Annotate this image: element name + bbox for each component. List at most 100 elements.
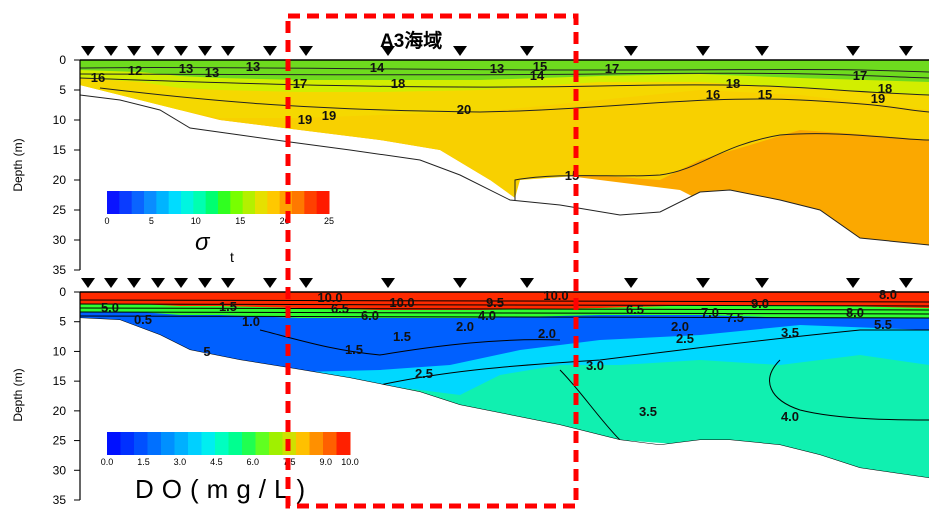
do-colorbar-swatch [309,432,324,455]
sigma-t-contour-label: 16 [706,87,720,102]
sigma-t-y-tick-label: 15 [53,143,67,157]
sigma-t-colorbar-swatch [144,191,157,214]
sigma-t-station-marker [755,46,769,56]
do-station-marker [151,278,165,288]
do-contour-label: 9.5 [486,295,504,310]
sigma-t-contour-label: 19 [322,108,336,123]
do-y-tick-label: 15 [53,374,67,388]
do-contour-label: 3.5 [781,325,799,340]
sigma-t-station-marker [624,46,638,56]
sigma-t-contour-label: 15 [758,87,772,102]
do-colorbar-swatch [174,432,189,455]
do-y-tick-label: 30 [53,463,67,477]
do-station-marker [453,278,467,288]
sigma-t-colorbar-tick-label: 10 [191,216,201,226]
sigma-t-contour-label: 19 [871,91,885,106]
do-colorbar-swatch [147,432,162,455]
do-panel: 0 5 10 15 20 25 30 35 Depth (m) 5.0 0.5 1.5 1.0 5 10… [11,278,929,509]
sigma-t-station-marker [221,46,235,56]
sigma-t-station-marker [520,46,534,56]
sigma-t-colorbar-tick-label: 20 [280,216,290,226]
sigma-t-y-axis-label: Depth (m) [11,138,25,191]
sigma-t-station-marker [104,46,118,56]
sigma-t-colorbar-tick-label: 15 [235,216,245,226]
sigma-t-colorbar-swatch [107,191,120,214]
sigma-t-colorbar-swatch [218,191,231,214]
sigma-t-contour-line [79,77,929,96]
do-contour-label: 2.5 [415,366,433,381]
do-contour-label: 0.5 [134,312,152,327]
sigma-t-contour-label: 18 [391,76,405,91]
sigma-t-y-tick-label: 35 [53,263,67,277]
do-y-tick-label: 25 [53,434,67,448]
do-contour-label: 8.0 [879,287,897,302]
sigma-t-colorbar-tick-label: 25 [324,216,334,226]
sigma-t-colorbar-swatch [304,191,318,214]
do-contour-label: 3.0 [586,358,604,373]
do-contour-label: 2.5 [676,331,694,346]
do-colorbar-tick-label: 6.0 [247,457,260,467]
do-contour-label: 6.5 [331,301,349,316]
do-colorbar-swatch [161,432,175,455]
do-y-tick-label: 0 [59,285,66,299]
sigma-t-contour-label: 19 [298,112,312,127]
do-colorbar-swatch [336,432,351,455]
do-colorbar-tick-label: 0.0 [101,457,114,467]
do-colorbar-tick-label: 1.5 [137,457,150,467]
do-contour-label: 9.0 [751,296,769,311]
do-colorbar-swatch [228,432,243,455]
do-contour-label: 7.0 [701,305,719,320]
sigma-t-colorbar-swatch [316,191,330,214]
sigma-t-colorbar-swatch [292,191,305,214]
sigma-t-colorbar-swatch [131,191,145,214]
do-colorbar-swatch [215,432,229,455]
do-station-marker [127,278,141,288]
do-colorbar-swatch [269,432,283,455]
do-colorbar-swatch [134,432,148,455]
do-contour-line [559,359,929,441]
sigma-t-colorbar-title: σ [195,229,211,256]
do-station-marker [755,278,769,288]
sigma-t-contour-label: 18 [726,76,740,91]
do-colorbar-swatch [107,432,121,455]
sigma-t-station-marker [81,46,95,56]
do-contour-label: 7.5 [726,310,744,325]
sigma-t-contour-label: 20 [457,102,471,117]
do-contour-label: 8.0 [846,305,864,320]
sigma-t-contour-label: 17 [853,68,867,83]
sigma-t-y-tick-label: 25 [53,203,67,217]
do-station-marker [198,278,212,288]
do-colorbar: 0.0 1.5 3.0 4.5 6.0 7.5 9.0 10.0 [101,432,359,467]
sigma-t-colorbar-swatch [255,191,268,214]
do-contour-label: 5.5 [874,317,892,332]
do-contour-label: 6.5 [626,302,644,317]
sigma-t-contour-line [79,94,929,246]
sigma-t-colorbar-swatch [205,191,219,214]
do-contour-label: 5 [203,344,210,359]
do-colorbar-tick-label: 10.0 [341,457,359,467]
sigma-t-station-marker [696,46,710,56]
do-station-marker [520,278,534,288]
sigma-t-colorbar-tick-label: 0 [104,216,109,226]
do-y-tick-label: 20 [53,404,67,418]
sigma-t-colorbar-swatch [242,191,256,214]
do-station-marker [381,278,395,288]
do-station-marker [174,278,188,288]
sigma-t-station-marker [263,46,277,56]
do-colorbar-swatch [188,432,202,455]
do-station-marker [221,278,235,288]
do-station-marker [899,278,913,288]
sigma-t-colorbar-swatch [193,191,207,214]
do-colorbar-tick-label: 3.0 [174,457,187,467]
sigma-t-contour-label: 14 [530,68,545,83]
sigma-t-colorbar-swatch [267,191,281,214]
do-y-tick-label: 35 [53,493,67,507]
sigma-t-colorbar-swatch [119,191,133,214]
sigma-t-station-marker [151,46,165,56]
do-contour-line [259,329,561,356]
do-contour-label: 2.0 [538,326,556,341]
sigma-t-contour-label: 18 [878,81,892,96]
sigma-t-y-tick-label: 20 [53,173,67,187]
sigma-t-station-marker [174,46,188,56]
